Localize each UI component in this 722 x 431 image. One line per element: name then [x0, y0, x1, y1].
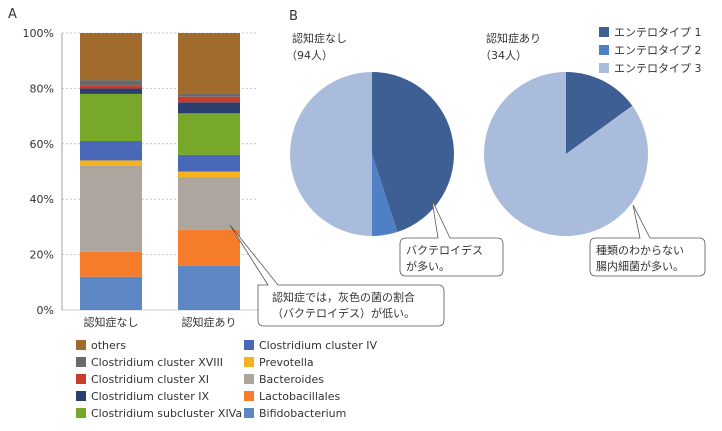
bar-callout-line: （バクテロイデス）が低い。 [272, 306, 415, 320]
pie-slice-enterotype-2 [372, 154, 398, 236]
legend-label-bifidobacterium: Bifidobacterium [259, 407, 346, 420]
y-tick-label: 60% [30, 138, 54, 151]
bar-segment-clostridium-subcluster-xiva [178, 113, 240, 155]
panel-label-b: B [289, 9, 298, 24]
legend-swatch-others [76, 340, 86, 350]
legend-swatch-clostridium-cluster-xi [76, 374, 86, 384]
legend-label-clostridium-cluster-xviii: Clostridium cluster XVIII [91, 356, 223, 369]
pie2-callout-text: 種類のわからない腸内細菌が多い。 [596, 243, 684, 273]
bar-segment-bifidobacterium [178, 265, 240, 310]
bar-segment-prevotella [178, 171, 240, 178]
legend-swatch-bacteroides [244, 374, 254, 384]
legend-swatch-lactobacillales [244, 391, 254, 401]
bar-segment-clostridium-cluster-xi [178, 96, 240, 103]
pie-slice-enterotype-1 [372, 72, 454, 232]
bar-segment-prevotella [80, 160, 142, 166]
x-category-label: 認知症あり [182, 315, 237, 329]
y-tick-label: 0% [37, 304, 54, 317]
bar-segment-clostridium-cluster-ix [80, 88, 142, 94]
legend-label-bacteroides: Bacteroides [259, 373, 324, 386]
pie-legend-label-2: エンテロタイプ 2 [614, 44, 702, 57]
legend-label-clostridium-cluster-xi: Clostridium cluster XI [91, 373, 209, 386]
pie-slice-enterotype-3 [290, 72, 372, 236]
bar-segment-lactobacillales [80, 251, 142, 277]
pie1-callout-bubble [399, 199, 504, 277]
y-tick-label: 80% [30, 82, 54, 95]
legend-label-clostridium-subcluster-xiva: Clostridium subcluster XIVa [91, 407, 242, 420]
x-axis-categories: 認知症なし 認知症あり [84, 315, 237, 329]
y-tick-label: 20% [30, 249, 54, 262]
pie2-annotation-callout: 種類のわからない腸内細菌が多い。 [589, 204, 706, 277]
pie-charts: 認知症なし （94人） 認知症あり （34人） [286, 31, 648, 236]
pie-subtitle: （94人） [286, 49, 333, 62]
y-tick-label: 40% [30, 193, 54, 206]
bar-segment-lactobacillales [178, 229, 240, 266]
legend-swatch-clostridium-cluster-iv [244, 340, 254, 350]
legend-label-others: others [91, 339, 126, 352]
pie2-callout-bubble [589, 204, 706, 277]
pie-legend-label-1: エンテロタイプ 1 [614, 26, 702, 39]
pie1-callout-line: が多い。 [406, 259, 450, 273]
bar-callout-bubble [229, 224, 445, 327]
pie2-callout-line: 種類のわからない [596, 243, 684, 257]
legend-label-lactobacillales: Lactobacillales [259, 390, 340, 403]
legend-label-clostridium-cluster-iv: Clostridium cluster IV [259, 339, 377, 352]
bar-segment-bacteroides [178, 177, 240, 230]
legend-swatch-clostridium-cluster-xviii [76, 357, 86, 367]
pie-2: 認知症あり （34人） [480, 31, 648, 236]
panel-label-a: A [8, 7, 17, 22]
bar-segment-clostridium-cluster-xi [80, 85, 142, 89]
y-axis-ticks: 0% 20% 40% 60% 80% 100% [23, 27, 54, 317]
bar-callout-line: 認知症では，灰色の菌の割合 [272, 290, 415, 304]
pie-subtitle: （34人） [480, 49, 527, 62]
bar-segment-clostridium-subcluster-xiva [80, 93, 142, 142]
pie-legend-swatch-1 [599, 27, 609, 37]
bar-legend: others Clostridium cluster IV Clostridium … [76, 339, 377, 420]
pie-slice-enterotype-3 [484, 72, 648, 236]
pie-title: 認知症あり [486, 31, 541, 45]
pie-1: 認知症なし （94人） [286, 31, 454, 236]
legend-label-prevotella: Prevotella [259, 356, 314, 369]
pie-legend: エンテロタイプ 1 エンテロタイプ 2 エンテロタイプ 3 [599, 26, 702, 75]
legend-label-clostridium-cluster-ix: Clostridium cluster IX [91, 390, 209, 403]
bar-segment-clostridium-cluster-iv [178, 154, 240, 172]
pie-legend-label-3: エンテロタイプ 3 [614, 62, 702, 75]
pie-slice-enterotype-1 [566, 72, 633, 154]
bar-segment-others [178, 33, 240, 94]
pie-legend-swatch-3 [599, 63, 609, 73]
bar-segment-clostridium-cluster-iv [80, 141, 142, 161]
bar-segment-others [80, 33, 142, 81]
pie1-callout-line: バクテロイデス [406, 243, 483, 257]
pie1-annotation-callout: バクテロイデスが多い。 [399, 199, 504, 277]
pie2-callout-line: 腸内細菌が多い。 [596, 259, 684, 273]
legend-swatch-bifidobacterium [244, 408, 254, 418]
stacked-bar-chart: 0% 20% 40% 60% 80% 100% 認知症なし 認知症あり [23, 27, 258, 329]
bar-segment-clostridium-cluster-ix [178, 102, 240, 114]
bar-segment-bacteroides [80, 165, 142, 252]
legend-swatch-prevotella [244, 357, 254, 367]
y-tick-label: 100% [23, 27, 54, 40]
bar-callout-text: 認知症では，灰色の菌の割合 （バクテロイデス）が低い。 [272, 290, 415, 320]
x-category-label: 認知症なし [84, 315, 139, 329]
legend-swatch-clostridium-subcluster-xiva [76, 408, 86, 418]
pie-title: 認知症なし [292, 31, 347, 45]
bar-segment-clostridium-cluster-xviii [178, 93, 240, 97]
bar-segment-bifidobacterium [80, 276, 142, 310]
pie1-callout-text: バクテロイデスが多い。 [406, 243, 483, 273]
legend-swatch-clostridium-cluster-ix [76, 391, 86, 401]
pie-legend-swatch-2 [599, 45, 609, 55]
bar-segment-clostridium-cluster-xviii [80, 80, 142, 86]
bar-annotation-callout: 認知症では，灰色の菌の割合 （バクテロイデス）が低い。 [229, 224, 445, 327]
bar-segments [80, 33, 240, 310]
